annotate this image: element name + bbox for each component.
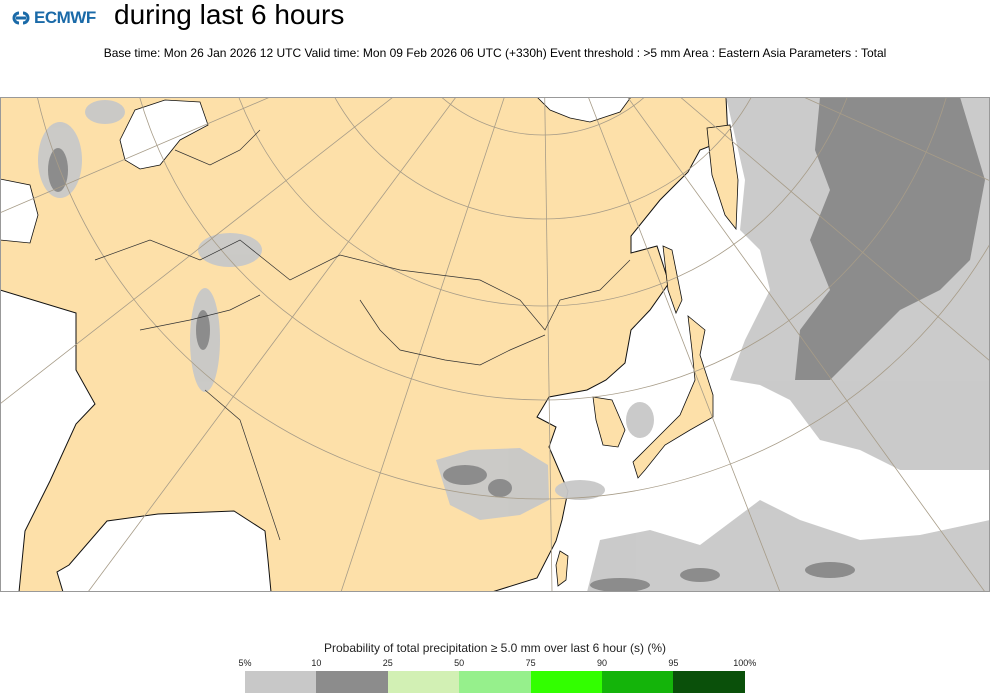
legend-swatch — [245, 671, 317, 693]
page-title: during last 6 hours — [114, 0, 345, 30]
caspian-sea — [0, 178, 39, 244]
legend-tick: 10 — [311, 658, 322, 668]
japan — [632, 315, 714, 479]
legend-swatch — [602, 671, 674, 693]
kamchatka — [706, 124, 739, 231]
map[interactable] — [0, 97, 990, 592]
subtitle: Base time: Mon 26 Jan 2026 12 UTC Valid … — [103, 46, 887, 60]
graticule — [0, 97, 990, 592]
ecmwf-logo-icon — [12, 11, 30, 25]
legend-tick: 75 — [525, 658, 536, 668]
legend-title: Probability of total precipitation ≥ 5.0… — [323, 641, 667, 655]
borders — [94, 129, 631, 541]
legend-swatch — [387, 671, 460, 693]
taiwan — [555, 550, 569, 587]
legend-tick: 95 — [668, 658, 679, 668]
legend-swatch — [673, 671, 746, 693]
legend-tick: 5% — [238, 658, 252, 668]
legend-tick: 100% — [733, 658, 757, 668]
probability-10-25 — [48, 97, 985, 592]
legend-tick: 90 — [596, 658, 608, 668]
legend-swatch — [459, 671, 532, 693]
logo-text: ECMWF — [34, 8, 96, 27]
legend-swatch — [530, 671, 603, 693]
korea — [592, 396, 626, 448]
arctic-bay — [536, 97, 632, 123]
legend-tick: 25 — [382, 658, 393, 668]
legend-swatch — [316, 671, 389, 693]
ecmwf-logo: ECMWF — [10, 8, 96, 28]
legend-tick: 50 — [454, 658, 465, 668]
